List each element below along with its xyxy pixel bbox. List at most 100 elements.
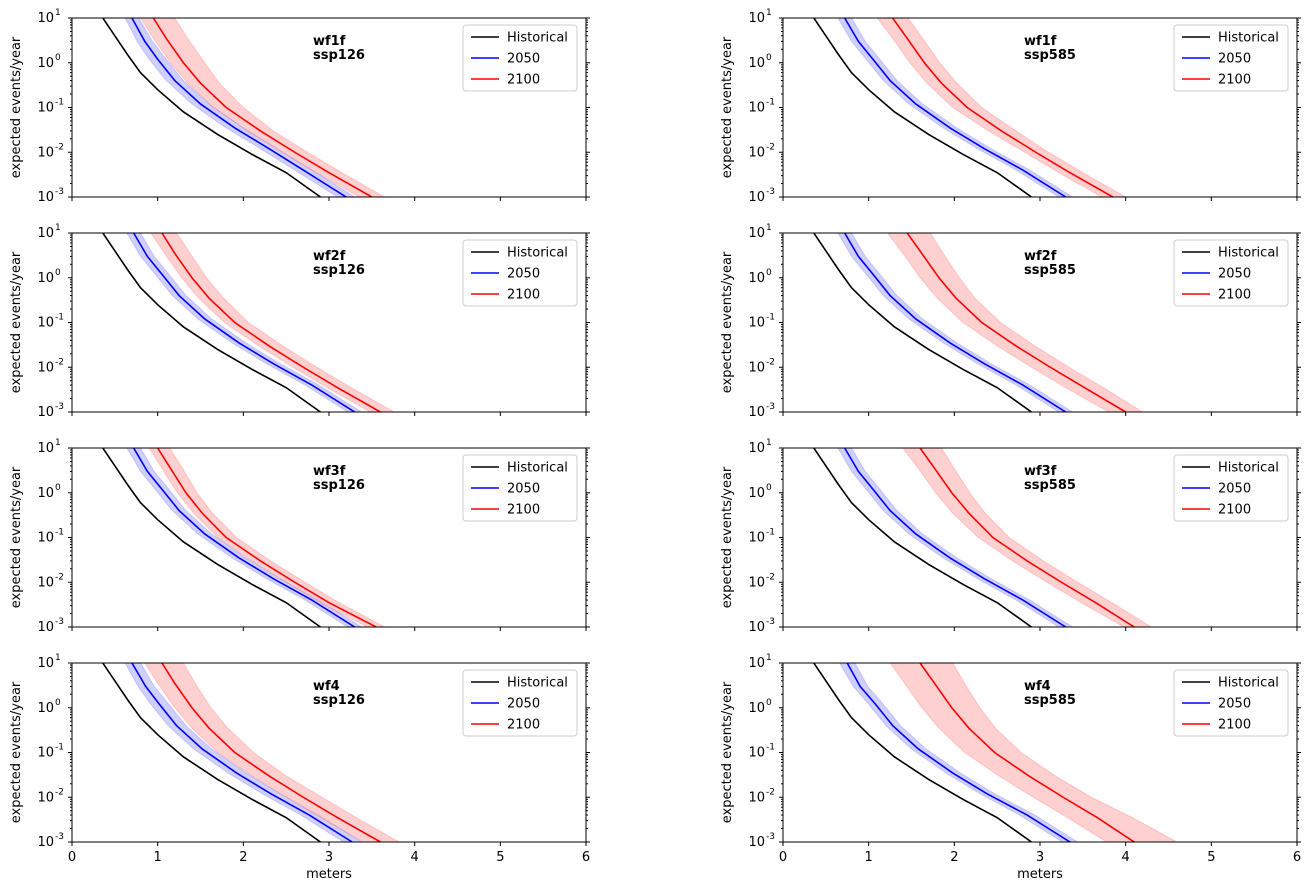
y-tick-exponent: -1 [766,528,775,538]
y-tick-label: 10 [37,405,54,420]
line-2050 [843,233,1067,412]
band-2050 [124,18,356,197]
y-tick-label: 10 [37,190,54,205]
x-axis-label: meters [306,867,352,882]
line-2050 [843,18,1067,197]
legend: Historical 2050 2100 [1173,454,1289,522]
panel-annotation: ssp126 [313,693,365,708]
legend-label: Historical [507,31,568,46]
y-tick-label: 10 [37,56,54,71]
panel-annotation: wf1f [1024,34,1057,49]
legend-box [462,239,578,307]
legend-label: 2050 [1218,697,1251,712]
legend-box [462,24,578,92]
legend: Historical 2050 2100 [1173,239,1289,307]
y-tick-exponent: 1 [766,653,772,663]
plot-area [813,18,1127,197]
band-2100 [889,663,1178,842]
y-tick-label: 10 [748,531,765,546]
y-tick-label: 10 [37,575,54,590]
y-tick-exponent: -2 [55,572,64,582]
legend: Historical 2050 2100 [1173,669,1289,737]
y-tick-label: 10 [748,56,765,71]
y-tick-label: 10 [748,656,765,671]
line-2050 [846,663,1071,842]
y-tick-label: 10 [37,360,54,375]
y-tick-label: 10 [748,701,765,716]
y-tick-exponent: 1 [55,438,61,448]
y-tick-exponent: 0 [766,483,772,493]
y-axis-label: expected events/year [9,251,24,393]
x-tick-label: 1 [154,850,162,865]
panel-annotation: ssp585 [1024,48,1076,63]
line-historical [813,448,1032,627]
y-tick-exponent: 0 [766,698,772,708]
line-2100 [161,233,381,412]
band-2100 [139,18,386,197]
band-2100 [886,233,1144,412]
y-tick-exponent: -1 [766,743,775,753]
line-2100 [152,18,373,197]
legend-box [1173,454,1289,522]
y-tick-label: 10 [37,226,54,241]
plot-area [102,663,401,842]
legend: Historical 2050 2100 [462,24,578,92]
y-axis-label: expected events/year [720,36,735,178]
panel-annotation: wf3f [313,464,346,479]
y-tick-exponent: -3 [55,617,64,627]
x-tick-label: 0 [779,850,787,865]
y-tick-exponent: -1 [55,743,64,753]
y-tick-exponent: 0 [766,268,772,278]
legend: Historical 2050 2100 [1173,24,1289,92]
legend-box [462,669,578,737]
band-2050 [124,663,363,842]
x-axis-label: meters [1017,867,1063,882]
y-tick-label: 10 [37,486,54,501]
y-tick-exponent: -1 [55,313,64,323]
y-tick-exponent: -2 [55,787,64,797]
legend-label: 2050 [1218,267,1251,282]
legend-label: 2050 [507,52,540,67]
y-tick-exponent: 0 [766,53,772,63]
legend-box [1173,24,1289,92]
line-2100 [919,448,1135,627]
y-tick-label: 10 [748,620,765,635]
plot-area [102,448,385,627]
plot-area [813,448,1153,627]
y-tick-exponent: -2 [766,142,775,152]
legend: Historical 2050 2100 [462,454,578,522]
band-2050 [837,233,1074,412]
x-tick-label: 2 [239,850,247,865]
y-tick-label: 10 [748,360,765,375]
y-tick-label: 10 [748,226,765,241]
y-tick-exponent: 0 [55,483,61,493]
legend-label: Historical [1218,31,1279,46]
x-tick-label: 6 [1293,850,1301,865]
panel-annotation: wf2f [313,249,346,264]
y-tick-label: 10 [37,746,54,761]
y-tick-exponent: -1 [55,98,64,108]
legend-label: Historical [1218,461,1279,476]
plot-area [102,18,386,197]
y-tick-label: 10 [748,486,765,501]
x-tick-label: 3 [325,850,333,865]
y-tick-exponent: -3 [766,187,775,197]
line-historical [813,663,1032,842]
y-tick-label: 10 [748,101,765,116]
y-tick-label: 10 [37,11,54,26]
line-historical [102,18,321,197]
band-2050 [126,233,363,412]
y-tick-exponent: -1 [766,98,775,108]
y-tick-exponent: 0 [55,698,61,708]
legend-label: 2050 [507,267,540,282]
y-tick-label: 10 [37,271,54,286]
y-tick-exponent: -3 [766,617,775,627]
legend-label: 2100 [1218,73,1251,88]
legend-label: 2100 [1218,718,1251,733]
line-2050 [131,18,347,197]
y-axis-label: expected events/year [9,681,24,823]
legend: Historical 2050 2100 [462,239,578,307]
